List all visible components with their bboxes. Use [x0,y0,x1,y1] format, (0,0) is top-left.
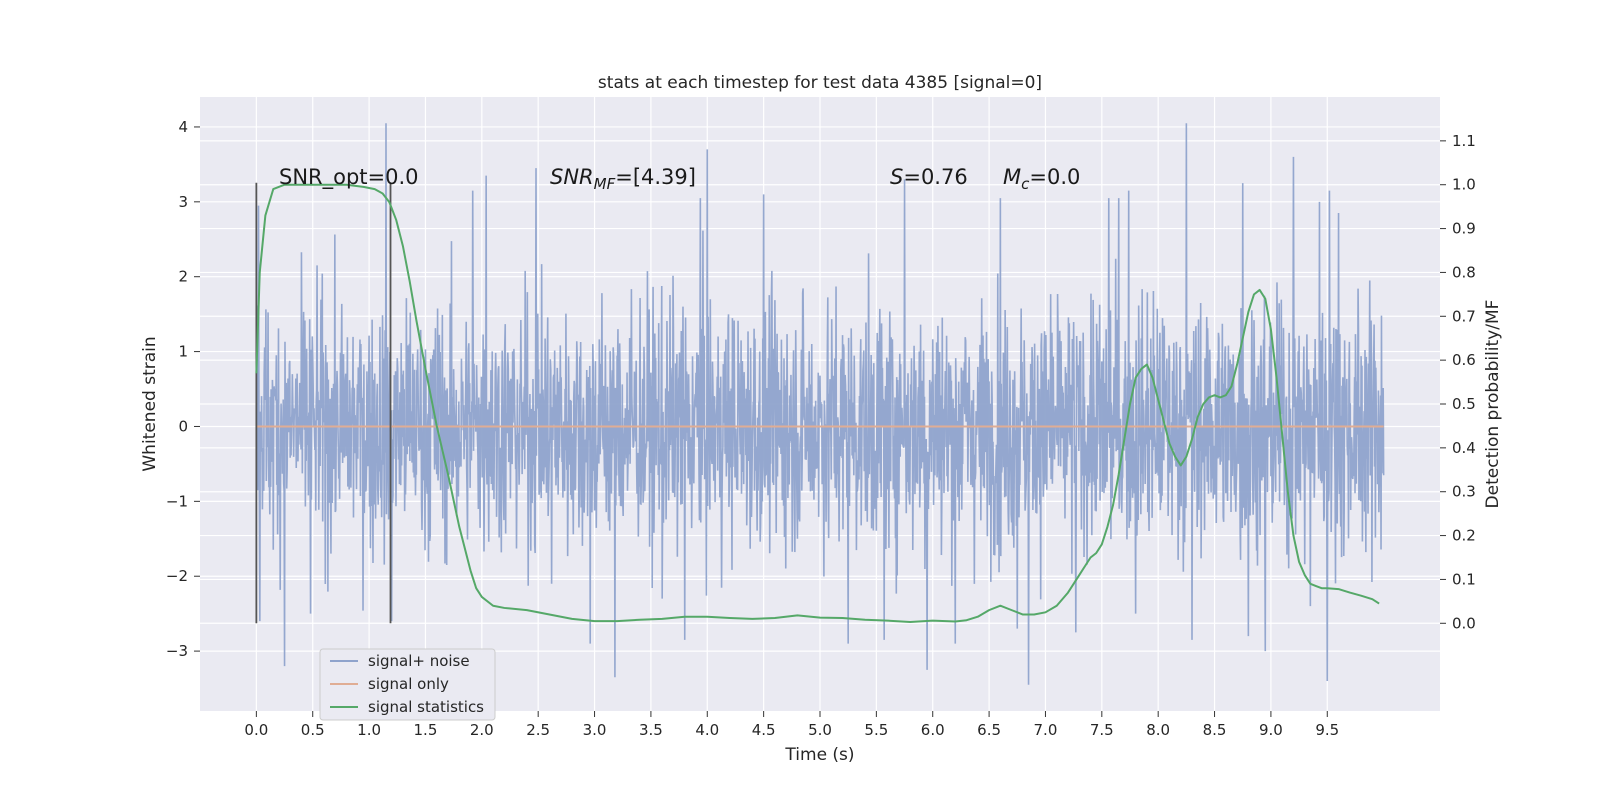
y-axis-label: Whitened strain [140,336,160,471]
x-tick-label: 9.0 [1259,721,1283,739]
y2-tick-label: 0.2 [1452,527,1476,545]
x-axis-label: Time (s) [784,745,854,765]
y2-tick-label: 0.6 [1452,351,1476,369]
y2-tick-label: 0.9 [1452,220,1476,238]
x-tick-label: 0.0 [244,721,268,739]
plot-content [255,123,1385,685]
x-tick-label: 1.5 [414,721,438,739]
x-tick-label: 8.0 [1146,721,1170,739]
snr-mf-main: SNR [550,165,594,189]
x-tick-label: 3.0 [583,721,607,739]
legend-label-signal-only: signal only [368,675,449,693]
y2-tick-label: 0.0 [1452,614,1476,632]
snr-mf-value: =[4.39] [615,165,696,189]
x-tick-label: 2.0 [470,721,494,739]
x-tick-label: 2.5 [526,721,550,739]
y-tick-label: 2 [178,268,188,286]
y2-tick-label: 1.1 [1452,132,1476,150]
x-tick-label: 9.5 [1315,721,1339,739]
chart-title: stats at each timestep for test data 438… [598,73,1042,93]
y2-tick-label: 0.3 [1452,483,1476,501]
s-main: S [890,165,903,189]
y2-tick-label: 0.1 [1452,570,1476,588]
series-signal-noise [255,123,1385,685]
y-tick-label: −1 [166,492,188,510]
x-tick-label: 8.5 [1203,721,1227,739]
mc-annotation: Mc=0.0 [1003,165,1080,193]
mc-value: =0.0 [1029,165,1080,189]
x-tick-label: 7.0 [1034,721,1058,739]
y-tick-label: 0 [178,417,188,435]
legend-label-signal-noise: signal+ noise [368,652,470,670]
y-axis-right: 0.0 0.1 0.2 0.3 0.4 0.5 0.6 0.7 0.8 0.9 1.0 1.1 [1440,132,1476,632]
s-value: =0.76 [903,165,967,189]
x-tick-label: 4.0 [695,721,719,739]
x-tick-label: 6.0 [921,721,945,739]
y2-tick-label: 0.5 [1452,395,1476,413]
y-tick-label: 4 [178,118,188,136]
legend-label-signal-statistics: signal statistics [368,698,484,716]
s-annotation: S=0.76 [890,165,968,189]
y2-tick-label: 1.0 [1452,176,1476,194]
y2-axis-label: Detection probability/MF [1483,300,1503,509]
y2-tick-label: 0.7 [1452,307,1476,325]
x-tick-label: 1.0 [357,721,381,739]
series-signal-statistics [255,183,1380,623]
x-axis: 0.0 0.5 1.0 1.5 2.0 2.5 3.0 3.5 4.0 4.5 5.0 5.5 6.0 6… [244,711,1339,739]
legend: signal+ noise signal only signal statist… [319,648,496,721]
y-tick-label: −3 [166,642,188,660]
y-tick-label: 1 [178,343,188,361]
y-tick-label: −2 [166,567,188,585]
y2-tick-label: 0.8 [1452,263,1476,281]
mc-subscript: c [1021,175,1030,193]
snr-mf-annotation: SNRMF=[4.39] [550,165,696,193]
y-tick-label: 3 [178,193,188,211]
x-tick-label: 6.5 [977,721,1001,739]
mc-main: M [1003,165,1021,189]
snr-mf-subscript: MF [594,175,616,193]
x-tick-label: 4.5 [752,721,776,739]
x-tick-label: 3.5 [639,721,663,739]
snr-opt-annotation: SNR_opt=0.0 [279,165,419,190]
y-axis-left: −3 −2 −1 0 1 2 3 4 [166,118,200,660]
x-tick-label: 5.5 [864,721,888,739]
y2-tick-label: 0.4 [1452,439,1476,457]
x-tick-label: 0.5 [301,721,325,739]
x-tick-label: 7.5 [1090,721,1114,739]
legend-box [319,648,496,721]
x-tick-label: 5.0 [808,721,832,739]
